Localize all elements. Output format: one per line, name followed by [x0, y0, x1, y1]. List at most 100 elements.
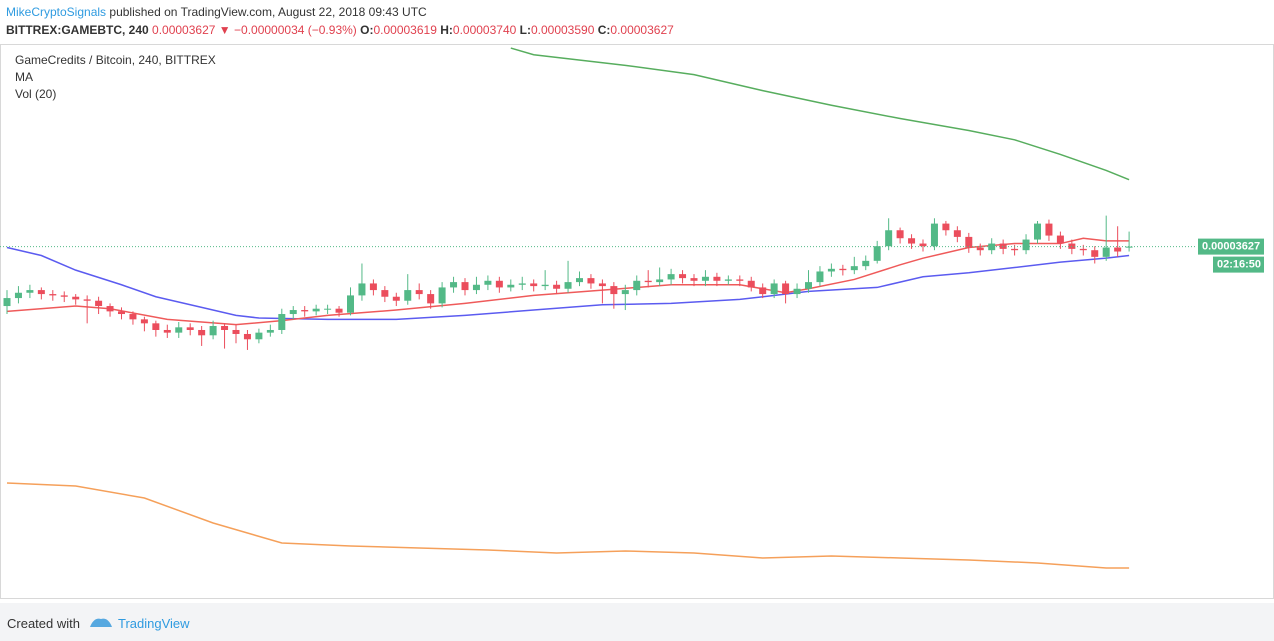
l: 0.00003590	[530, 23, 595, 37]
candle-body	[805, 282, 812, 289]
candle-body	[14, 292, 22, 299]
candle-body	[427, 294, 435, 304]
candle-body	[60, 295, 68, 297]
symbol: BITTREX:GAMEBTC, 240	[6, 23, 149, 37]
candle-body	[621, 290, 629, 295]
published: published on TradingView.com, August 22,…	[109, 5, 427, 19]
candle-body	[873, 246, 881, 261]
candle-body	[450, 282, 458, 288]
candle-body	[83, 299, 91, 301]
candle-body	[1022, 239, 1030, 251]
logo[interactable]	[88, 615, 114, 631]
candle-body	[312, 308, 320, 312]
candle-body	[564, 282, 572, 289]
candle-body	[95, 300, 103, 307]
candle-body	[324, 308, 332, 310]
candle-body	[713, 276, 721, 281]
candle-body	[243, 333, 251, 340]
candle-body	[587, 278, 595, 284]
candle-body	[827, 268, 835, 272]
candle-body	[495, 280, 503, 288]
candle-body	[152, 323, 160, 330]
candle-body	[37, 290, 45, 295]
candle-body	[770, 283, 778, 295]
candle-body	[656, 279, 664, 283]
candle-body	[999, 243, 1007, 249]
candle-body	[26, 290, 34, 293]
candle-body	[839, 268, 847, 271]
candle-body	[553, 284, 561, 289]
candle-body	[633, 280, 641, 291]
candle-body	[793, 288, 801, 295]
candle-body	[3, 298, 11, 307]
candle-body	[358, 283, 366, 296]
created: Created with	[7, 616, 80, 631]
candle-body	[747, 280, 755, 288]
candle-body	[610, 286, 618, 295]
candle-body	[988, 243, 996, 251]
arrow: ▼	[218, 23, 231, 37]
l-label: L:	[519, 23, 531, 37]
candle-body	[1125, 246, 1133, 248]
candle-body	[724, 279, 732, 281]
candle-body	[404, 290, 412, 301]
candle-body	[1011, 248, 1019, 251]
legend-entry: GameCredits / Bitcoin, 240, BITTREX	[15, 53, 216, 67]
legend-entry: MA	[15, 70, 33, 84]
candle-body	[965, 236, 973, 248]
o: 0.00003619	[373, 23, 437, 37]
candle-body	[541, 284, 549, 287]
candle-body	[850, 266, 858, 271]
candle-body	[518, 283, 526, 285]
candle-body	[381, 290, 389, 297]
candle-body	[472, 284, 480, 291]
candle-body	[1091, 250, 1099, 257]
candle-body	[140, 319, 148, 324]
o-label: O:	[360, 23, 374, 37]
candle-body	[667, 274, 675, 280]
candle-body	[278, 314, 286, 330]
candle-body	[701, 276, 709, 281]
candle-body	[953, 230, 961, 237]
candle-body	[1056, 235, 1064, 244]
ma-line	[510, 47, 1130, 181]
candle-body	[347, 295, 354, 313]
candle-body	[369, 283, 377, 291]
candle-body	[644, 280, 652, 283]
candle-body	[221, 325, 229, 330]
candle-body	[930, 223, 938, 247]
volume-ma-line	[6, 482, 1130, 569]
footer: Created with TradingView	[0, 603, 1274, 641]
candle-body	[484, 280, 492, 285]
candle-body	[335, 308, 343, 313]
candle-body	[896, 230, 904, 239]
candle-body	[415, 290, 423, 295]
candle-body	[885, 230, 893, 247]
candle-body	[942, 223, 950, 231]
author[interactable]: MikeCryptoSignals	[6, 5, 107, 19]
chart: 0.00003627 02:16:50 GameCredits / Bitcoin,…	[0, 44, 1274, 599]
last-price-box	[1198, 238, 1264, 255]
candle-body	[1045, 223, 1053, 236]
candle-body	[72, 296, 80, 300]
candle-body	[1079, 248, 1087, 251]
candle-body	[530, 283, 538, 287]
candle-body	[175, 327, 183, 333]
candle-body	[255, 332, 263, 340]
candle-body	[782, 283, 790, 295]
c-label: C:	[597, 23, 611, 37]
candle-body	[1034, 223, 1041, 240]
last-price-label: 0.00003627	[1202, 241, 1260, 253]
brand[interactable]: TradingView	[118, 616, 190, 631]
candle-body	[106, 306, 114, 312]
candle-body	[816, 271, 824, 283]
candle-body	[736, 279, 744, 281]
candle-body	[598, 283, 606, 287]
candle-body	[919, 243, 927, 247]
header: MikeCryptoSignals published on TradingVi…	[6, 3, 674, 39]
candle-body	[289, 310, 297, 315]
ma-line	[6, 246, 1130, 321]
candle-body	[438, 287, 446, 304]
candle-body	[1114, 247, 1122, 252]
